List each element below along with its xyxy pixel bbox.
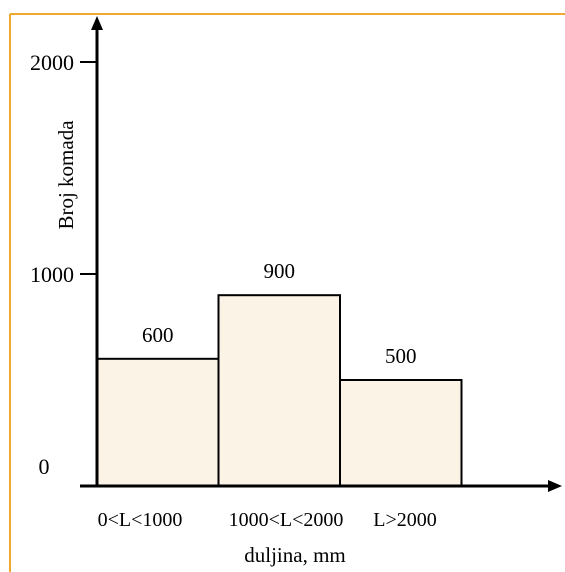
y-tick-label-2000: 2000 <box>30 50 74 75</box>
data-labels-group: 600 900 500 <box>142 259 417 368</box>
x-axis-arrow <box>548 480 562 492</box>
category-label-1: 0<L<1000 <box>98 509 183 531</box>
bar-2 <box>217 294 341 488</box>
category-label-3: L>2000 <box>373 509 437 531</box>
y-axis-arrow <box>91 16 103 30</box>
x-axis-title: duljina, mm <box>244 543 346 567</box>
y-axis-title: Broj komada <box>54 120 78 230</box>
bar-1 <box>96 357 220 487</box>
category-label-2: 1000<L<2000 <box>229 509 344 531</box>
y-tick-label-0: 0 <box>39 454 50 479</box>
y-tick-label-1000: 1000 <box>30 262 74 287</box>
data-label-3: 500 <box>385 344 417 368</box>
data-label-1: 600 <box>142 323 174 347</box>
data-label-2: 900 <box>264 259 296 283</box>
y-ticks-group: 0 1000 2000 <box>30 50 97 479</box>
bar-3 <box>339 379 463 487</box>
category-labels-group: 0<L<1000 1000<L<2000 L>2000 <box>98 509 437 531</box>
